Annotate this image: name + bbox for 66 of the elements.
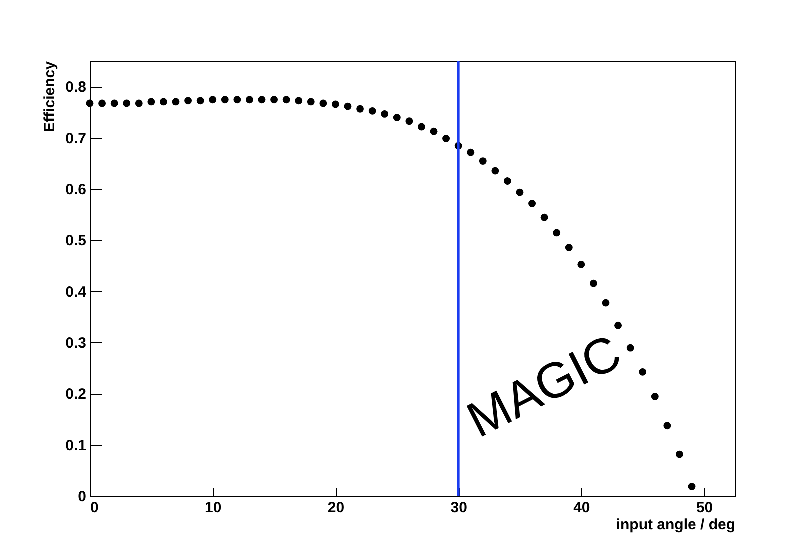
point — [688, 483, 696, 490]
point — [479, 158, 487, 166]
point — [184, 97, 192, 105]
point — [160, 98, 168, 106]
point — [430, 128, 438, 136]
x-tick-label: 40 — [574, 500, 590, 516]
point — [356, 105, 364, 113]
point — [651, 393, 659, 400]
point — [123, 100, 131, 108]
point — [246, 96, 254, 104]
point — [320, 100, 328, 108]
y-tick-label: 0 — [78, 488, 86, 506]
point — [332, 100, 340, 108]
point — [614, 322, 622, 330]
y-tick-label: 0.2 — [66, 386, 86, 404]
point — [234, 96, 242, 104]
point — [307, 98, 315, 106]
point — [295, 97, 303, 105]
x-tick-label: 0 — [90, 500, 99, 516]
y-tick-label: 0.4 — [66, 284, 88, 301]
y-axis-title: Efficiency — [42, 60, 59, 132]
point — [528, 200, 536, 208]
point — [344, 102, 352, 110]
point — [553, 229, 561, 237]
point — [406, 118, 414, 126]
point — [602, 299, 610, 307]
y-tick-label: 0.1 — [66, 437, 86, 454]
point — [442, 135, 450, 142]
point — [98, 100, 106, 108]
x-tick-label: 50 — [696, 500, 714, 516]
y-tick-label: 0.5 — [66, 232, 86, 250]
point — [148, 98, 156, 106]
point — [467, 148, 475, 156]
point — [368, 107, 376, 115]
point — [221, 96, 229, 104]
point — [516, 188, 524, 196]
point — [196, 97, 204, 105]
point — [135, 100, 143, 108]
point — [282, 96, 290, 104]
y-tick-label: 0.3 — [66, 334, 86, 352]
point — [578, 260, 586, 268]
point — [209, 96, 217, 104]
point — [565, 244, 573, 252]
x-tick-label: 30 — [450, 500, 468, 516]
point — [540, 214, 548, 222]
x-axis-title: input angle / deg — [616, 516, 736, 534]
x-tick-label: 20 — [328, 500, 345, 516]
y-tick-label: 0.6 — [66, 181, 86, 198]
point — [504, 178, 512, 185]
point — [258, 96, 266, 104]
point — [639, 368, 647, 376]
y-tick-label: 0.7 — [66, 130, 86, 148]
point — [626, 344, 634, 352]
point — [676, 450, 684, 458]
point — [492, 167, 500, 175]
point — [172, 98, 180, 106]
point — [664, 422, 672, 430]
point — [86, 100, 94, 108]
point — [590, 280, 598, 288]
point — [418, 123, 426, 131]
x-tick-label: 10 — [205, 500, 222, 516]
point — [381, 110, 389, 118]
y-tick-label: 0.8 — [66, 79, 86, 96]
point — [393, 114, 401, 122]
point — [110, 100, 118, 108]
point — [270, 96, 278, 104]
